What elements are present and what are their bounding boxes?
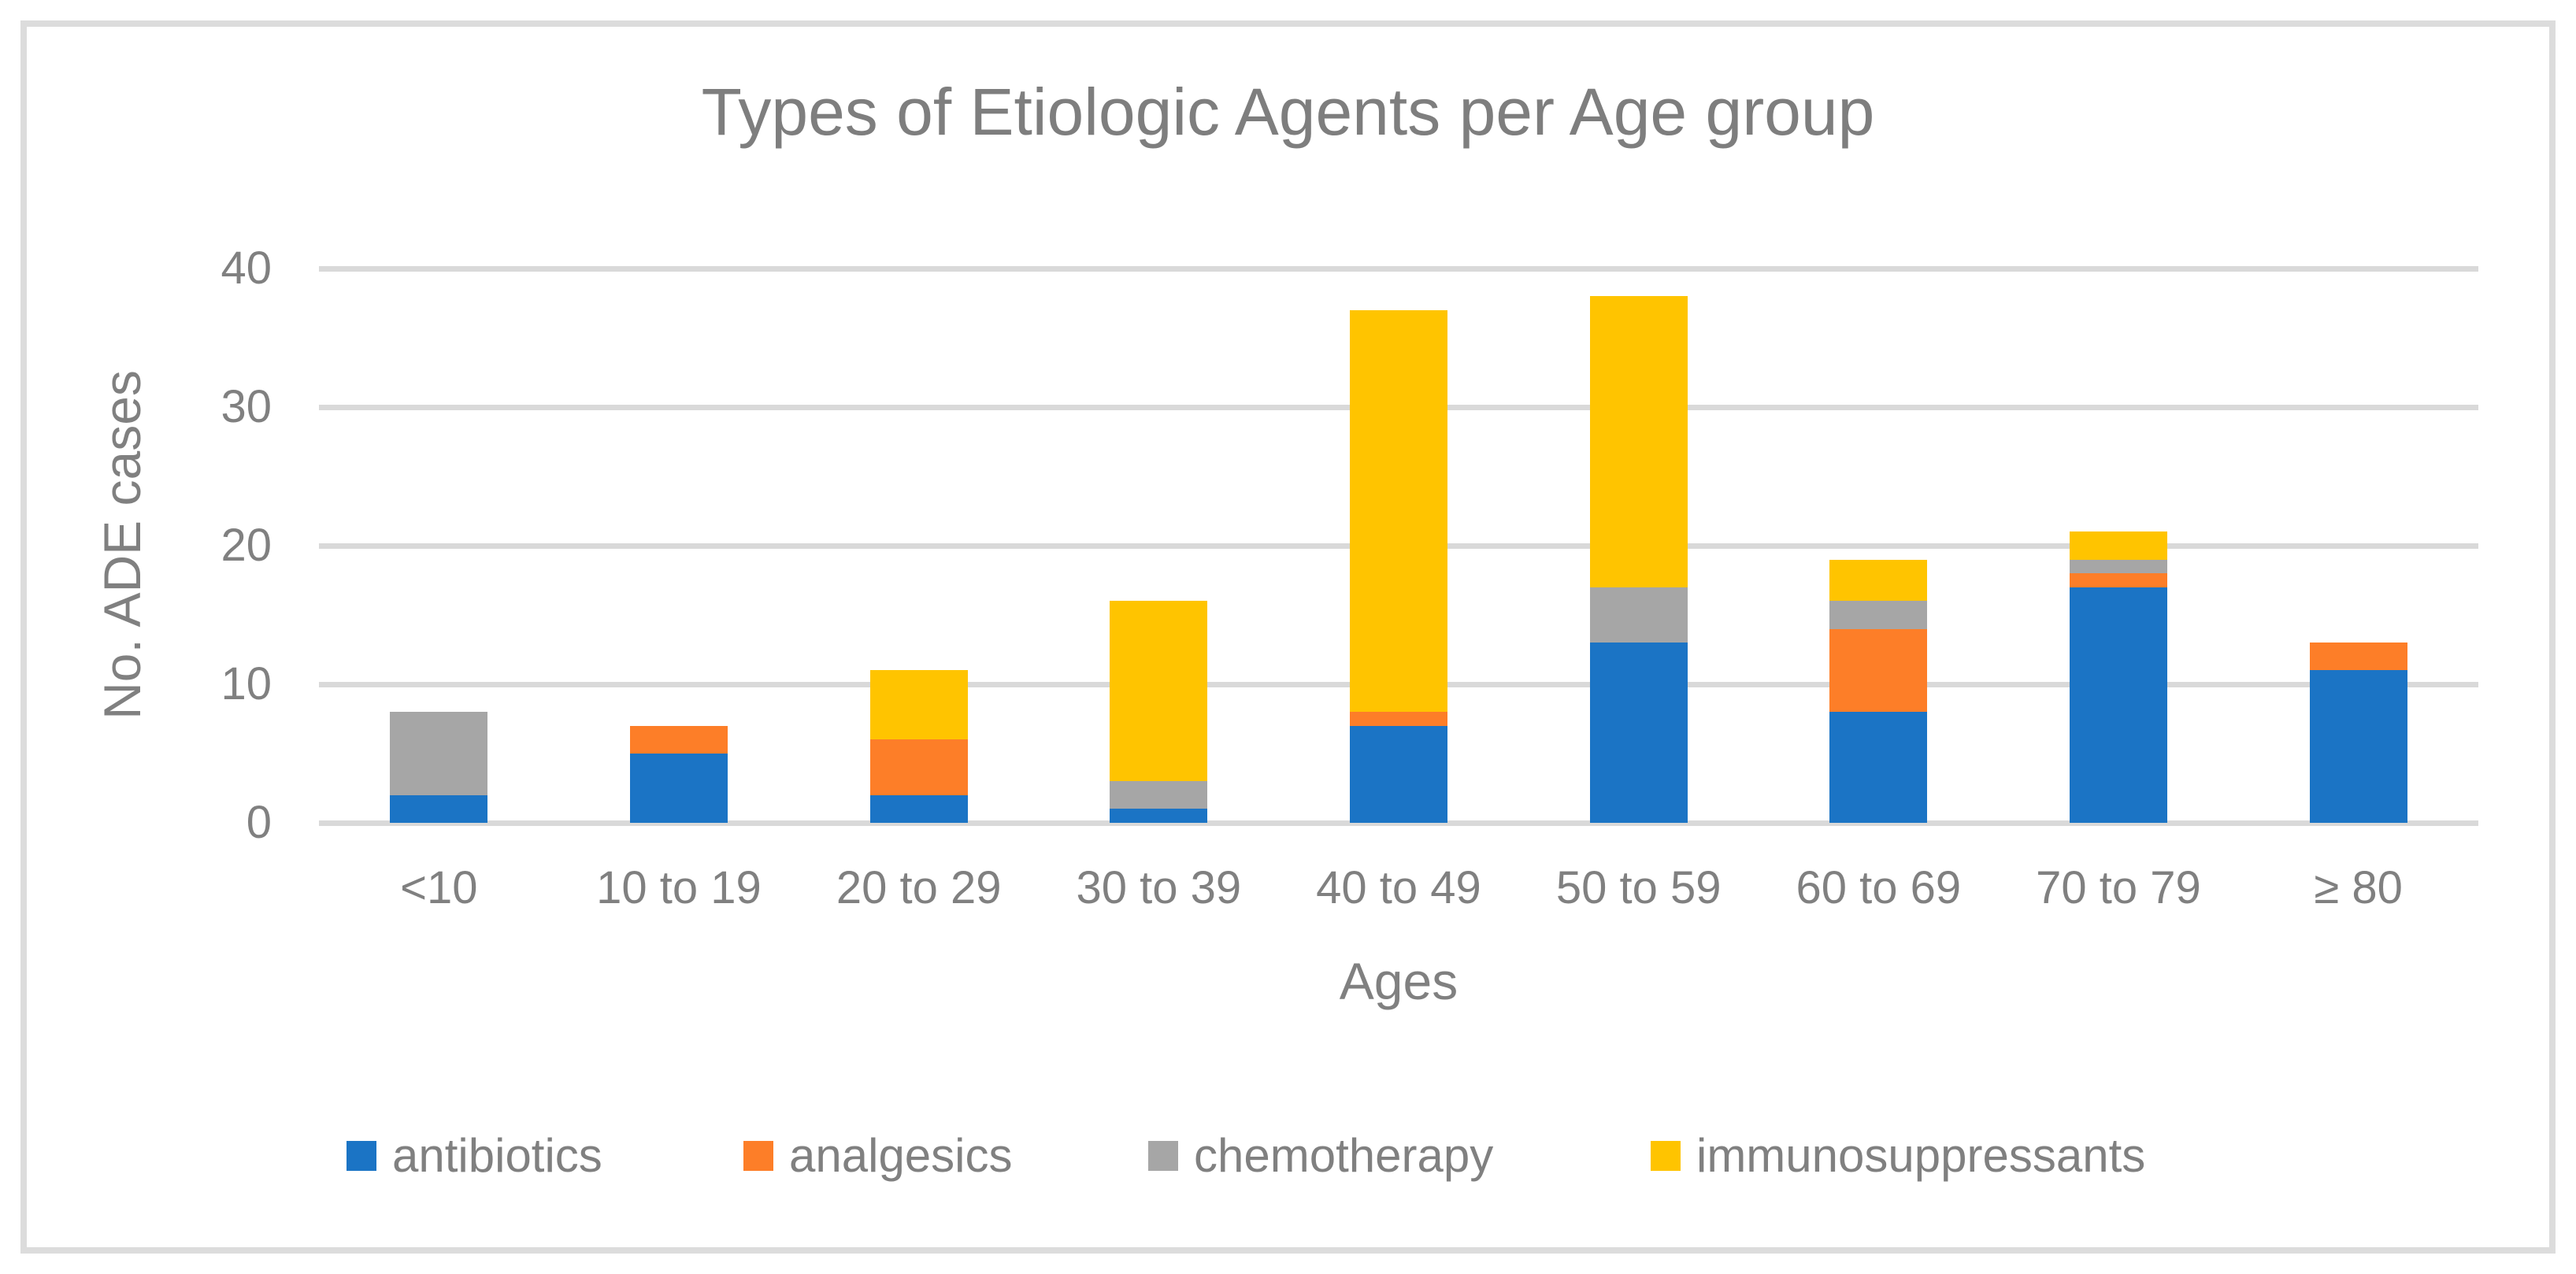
x-tick-label-40-to-49: 40 to 49 — [1316, 862, 1481, 913]
bar-segment-immunosuppressants — [1110, 601, 1208, 782]
x-tick-label-<10: <10 — [400, 862, 478, 913]
legend-swatch-icon — [743, 1141, 773, 1171]
bar-segment-antibiotics — [630, 753, 728, 823]
y-tick-label-30: 30 — [221, 381, 272, 432]
legend-swatch-icon — [1148, 1141, 1178, 1171]
legend-label: analgesics — [789, 1129, 1013, 1182]
bar-segment-analgesics — [1829, 628, 1928, 713]
bar-segment-antibiotics — [1589, 643, 1688, 823]
bar-<10 — [390, 712, 488, 823]
bar-segment-chemotherapy — [1829, 601, 1928, 629]
gridline-y-40 — [319, 265, 2478, 272]
bar-segment-antibiotics — [1350, 725, 1447, 823]
x-tick-label-10-to-19: 10 to 19 — [596, 862, 762, 913]
legend-label: immunosuppressants — [1696, 1129, 2146, 1182]
y-tick-label-10: 10 — [221, 658, 272, 709]
legend-item-immunosuppressants: immunosuppressants — [1651, 1132, 2145, 1180]
x-axis-title: Ages — [1339, 952, 1458, 1010]
bar-segment-antibiotics — [390, 794, 488, 823]
y-tick-label-0: 0 — [246, 797, 272, 848]
bar-segment-analgesics — [2070, 573, 2167, 587]
legend-item-analgesics: analgesics — [743, 1132, 1013, 1180]
bar-segment-immunosuppressants — [2070, 531, 2167, 560]
bar-70-to-79 — [2070, 531, 2167, 823]
y-tick-label-40: 40 — [221, 243, 272, 294]
bar-≥-80 — [2309, 643, 2407, 823]
bar-segment-antibiotics — [2070, 587, 2167, 823]
bar-segment-immunosuppressants — [1350, 309, 1447, 713]
bar-segment-immunosuppressants — [869, 670, 968, 740]
legend-label: antibiotics — [392, 1129, 602, 1182]
legend-label: chemotherapy — [1194, 1129, 1494, 1182]
legend-swatch-icon — [1651, 1141, 1681, 1171]
bar-segment-analgesics — [1350, 712, 1447, 726]
x-tick-label-50-to-59: 50 to 59 — [1555, 862, 1722, 913]
bar-10-to-19 — [630, 725, 728, 823]
bar-30-to-39 — [1110, 601, 1208, 823]
x-tick-label-70-to-79: 70 to 79 — [2036, 862, 2201, 913]
bar-20-to-29 — [869, 670, 968, 823]
y-tick-label-20: 20 — [221, 520, 272, 571]
chart-title: Types of Etiologic Agents per Age group — [701, 75, 1875, 149]
bar-segment-analgesics — [630, 725, 728, 754]
bar-60-to-69 — [1829, 559, 1928, 823]
bar-segment-immunosuppressants — [1589, 296, 1688, 587]
bar-segment-immunosuppressants — [1829, 559, 1928, 602]
bar-segment-antibiotics — [2309, 670, 2407, 823]
legend-item-antibiotics: antibiotics — [347, 1132, 602, 1180]
bar-segment-chemotherapy — [2070, 559, 2167, 574]
figure-border — [20, 20, 2556, 1254]
x-tick-label-60-to-69: 60 to 69 — [1796, 862, 1962, 913]
bar-segment-antibiotics — [1829, 712, 1928, 823]
x-tick-label-30-to-39: 30 to 39 — [1076, 862, 1242, 913]
bar-50-to-59 — [1589, 296, 1688, 823]
x-tick-label-≥-80: ≥ 80 — [2314, 862, 2403, 913]
bar-segment-chemotherapy — [390, 712, 488, 795]
x-tick-label-20-to-29: 20 to 29 — [836, 862, 1002, 913]
legend-swatch-icon — [347, 1141, 376, 1171]
bar-segment-chemotherapy — [1110, 781, 1208, 809]
bar-segment-antibiotics — [1110, 809, 1208, 823]
bar-segment-antibiotics — [869, 794, 968, 823]
bar-segment-analgesics — [869, 739, 968, 795]
bar-segment-chemotherapy — [1589, 587, 1688, 643]
bar-40-to-49 — [1350, 309, 1447, 823]
bar-segment-analgesics — [2309, 643, 2407, 671]
legend-item-chemotherapy: chemotherapy — [1148, 1132, 1493, 1180]
gridline-y-0 — [319, 820, 2478, 826]
